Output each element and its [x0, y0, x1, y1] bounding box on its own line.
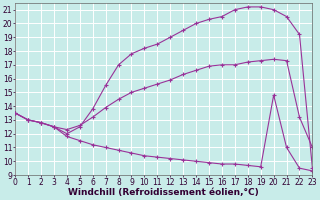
X-axis label: Windchill (Refroidissement éolien,°C): Windchill (Refroidissement éolien,°C) [68, 188, 259, 197]
